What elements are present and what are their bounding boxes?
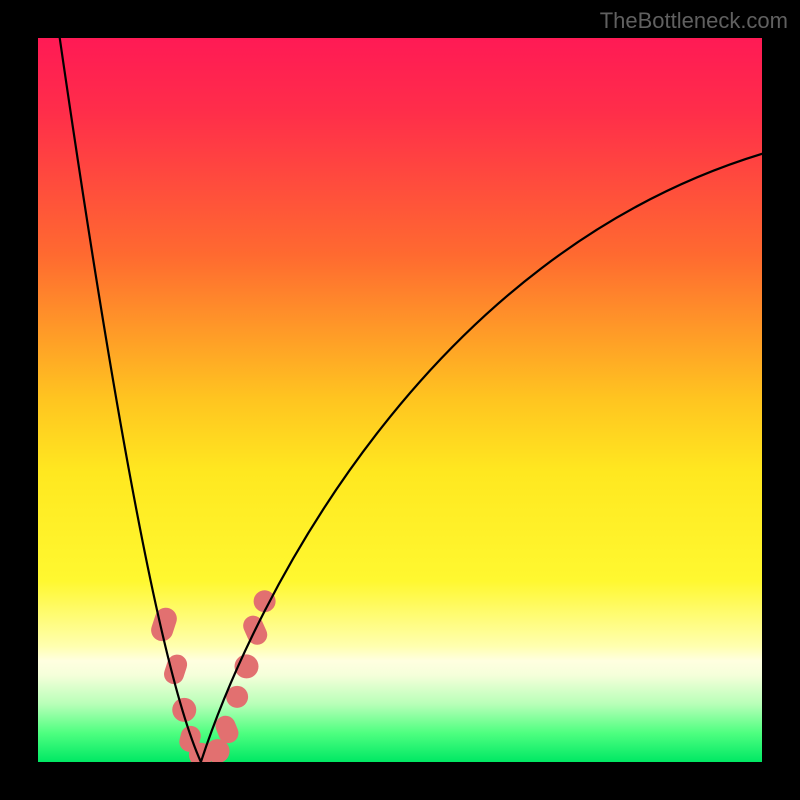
marker <box>161 652 189 687</box>
curve-layer <box>38 38 762 762</box>
bottleneck-curve <box>60 38 762 762</box>
frame-right <box>762 0 800 800</box>
plot-area <box>38 38 762 762</box>
markers-group <box>148 590 275 762</box>
frame-top <box>0 0 800 38</box>
frame-bottom <box>0 762 800 800</box>
frame-left <box>0 0 38 800</box>
marker <box>226 686 248 708</box>
stage: TheBottleneck.com <box>0 0 800 800</box>
